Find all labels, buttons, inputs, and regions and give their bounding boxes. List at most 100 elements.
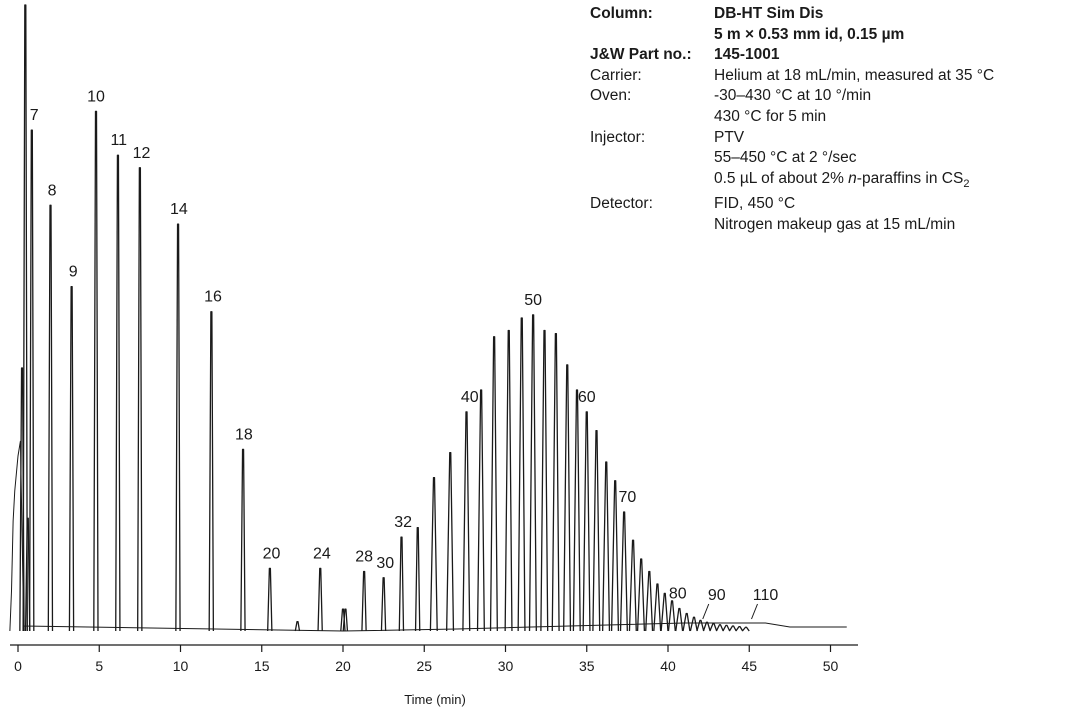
info-row-detector: Detector: FID, 450 °C [590, 194, 1065, 215]
chromatogram-peak [741, 626, 750, 632]
chromatogram-peak [551, 333, 560, 632]
x-tick-label: 35 [579, 658, 595, 674]
peak-label: 30 [376, 555, 394, 572]
info-value: 145-1001 [714, 46, 780, 64]
chromatogram-peak [682, 612, 691, 632]
chromatogram-peak [667, 600, 676, 632]
info-value: Helium at 18 mL/min, measured at 35 °C [714, 66, 995, 84]
info-label [590, 169, 714, 195]
peak-label: 50 [524, 292, 542, 309]
chromatogram-trace-group [9, 4, 847, 632]
peak-label: 11 [110, 132, 127, 149]
chromatogram-peak [317, 567, 323, 632]
peak-label: 8 [48, 182, 57, 199]
x-tick-label: 5 [95, 658, 103, 674]
info-label [590, 215, 714, 236]
chromatogram-peak [610, 480, 620, 632]
x-tick-label: 50 [823, 658, 839, 674]
chromatogram-peak [28, 129, 35, 632]
info-value: 5 m × 0.53 mm id, 0.15 µm [714, 25, 905, 43]
peak-label-leader [702, 603, 710, 620]
chromatogram-peak [675, 607, 684, 632]
chromatogram-peak [398, 536, 405, 632]
peak-label: 90 [708, 587, 726, 604]
info-value: PTV [714, 128, 745, 146]
info-label: Injector: [590, 128, 646, 146]
chromatogram-peak [175, 223, 181, 632]
x-axis-title: Time (min) [404, 692, 466, 707]
info-label: Oven: [590, 87, 632, 105]
info-value: 0.5 µL of about 2% n-paraffins in CS2 [714, 169, 970, 190]
peak-labels: 6789101112141618202428303240506070809011… [30, 88, 779, 620]
info-value: 430 °C for 5 min [714, 107, 827, 125]
info-row-oven-hold: 430 °C for 5 min [590, 107, 1065, 128]
chromatogram-peak [728, 625, 737, 632]
info-row-column: Column: DB-HT Sim Dis [590, 4, 1065, 25]
info-label: Column: [590, 5, 653, 22]
peak-label: 24 [313, 545, 331, 562]
peak-label: 10 [87, 88, 105, 105]
chromatogram-peak [517, 317, 526, 632]
info-value: FID, 450 °C [714, 195, 796, 213]
chromatogram-peak [462, 411, 471, 632]
chromatogram-peak [22, 4, 28, 632]
chromatogram-peak [540, 329, 549, 632]
peak-label: 18 [235, 426, 253, 443]
chromatogram-peak [504, 329, 513, 632]
peak-label: 12 [133, 145, 151, 162]
chromatogram-peak [380, 577, 387, 632]
chromatogram-peak [68, 286, 75, 632]
x-tick-label: 40 [660, 658, 676, 674]
info-row-part-number: J&W Part no.: 145-1001 [590, 45, 1065, 66]
chromatogram-peak [342, 608, 349, 632]
chromatogram-peak [137, 167, 143, 632]
chromatogram-peak [572, 389, 581, 632]
chromatogram-peak [619, 511, 628, 632]
x-tick-label: 0 [14, 658, 22, 674]
chromatogram-peak [660, 592, 669, 632]
chromatogram-peak [702, 621, 711, 632]
peak-label-leader [751, 603, 758, 620]
chromatogram-peak [689, 616, 698, 632]
chromatogram-peak [429, 476, 438, 632]
chromatogram-peak [645, 570, 654, 632]
info-label: Carrier: [590, 66, 642, 84]
chromatogram-peak [93, 110, 99, 632]
chromatogram-peak [735, 625, 744, 632]
info-value: 55–450 °C at 2 °/sec [714, 149, 857, 167]
chromatogram-peak [709, 622, 718, 632]
info-row-column-dimensions: 5 m × 0.53 mm id, 0.15 µm [590, 25, 1065, 46]
x-tick-label: 30 [498, 658, 514, 674]
chromatogram-peak [414, 527, 421, 632]
chromatogram-peak [476, 389, 485, 632]
peak-label: 80 [669, 585, 687, 602]
chromatogram-peak [115, 154, 121, 632]
peak-label: 110 [753, 587, 779, 604]
chromatogram-peak [489, 336, 498, 632]
info-row-oven: Oven: -30–430 °C at 10 °/min [590, 86, 1065, 107]
info-row-makeup-gas: Nitrogen makeup gas at 15 mL/min [590, 215, 1065, 236]
chromatogram-peak [294, 620, 301, 632]
info-value: Nitrogen makeup gas at 15 mL/min [714, 216, 956, 234]
info-row-injector-program: 55–450 °C at 2 °/sec [590, 148, 1065, 169]
peak-label: 60 [578, 389, 596, 406]
peak-label: 40 [461, 389, 479, 406]
chromatogram-peak [267, 567, 273, 632]
x-tick-label: 20 [335, 658, 351, 674]
x-tick-label: 45 [741, 658, 757, 674]
chromatogram-peak [715, 624, 724, 632]
chromatogram-peak [582, 411, 591, 632]
method-conditions-panel: Column: DB-HT Sim Dis 5 m × 0.53 mm id, … [590, 4, 1065, 236]
chromatogram-peak [653, 583, 662, 632]
chromatogram-peak [636, 558, 646, 632]
x-axis: 0 5 10 15 20 25 30 35 40 45 50 [10, 644, 858, 674]
chromatogram-peak [696, 619, 705, 632]
peak-label: 7 [30, 107, 39, 124]
peak-label: 16 [204, 289, 222, 306]
info-value: DB-HT Sim Dis [714, 5, 824, 22]
chromatogram-peak [240, 448, 246, 632]
chromatogram-peak [528, 314, 537, 632]
info-label: Detector: [590, 195, 653, 213]
chromatogram-peak [628, 539, 637, 632]
